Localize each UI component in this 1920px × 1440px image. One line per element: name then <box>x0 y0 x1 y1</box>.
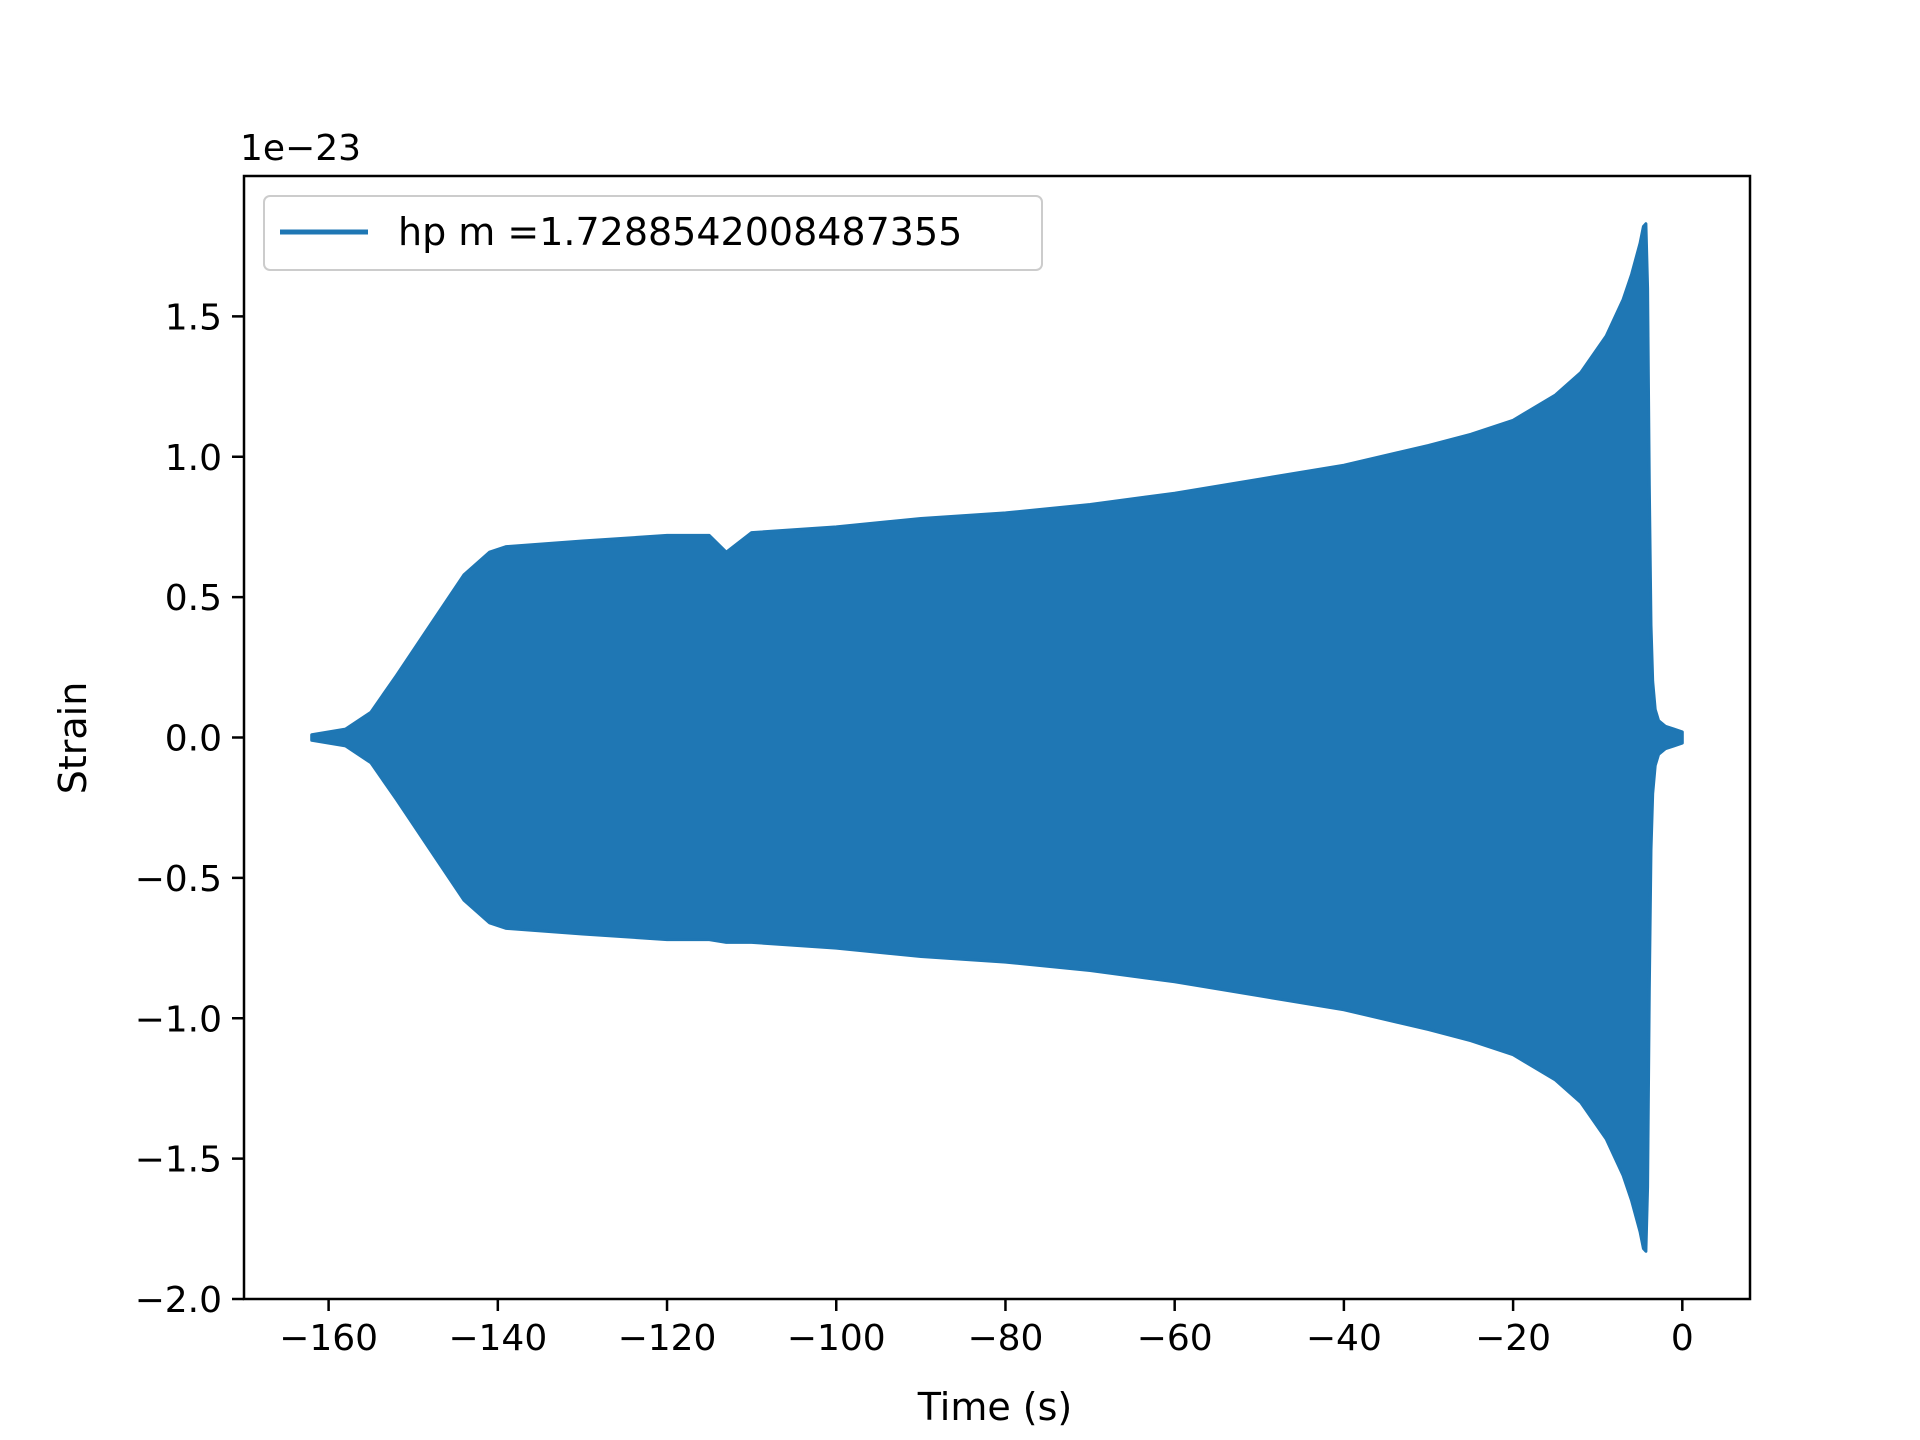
y-tick-label: −0.5 <box>135 859 222 900</box>
x-axis-label: Time (s) <box>917 1385 1073 1429</box>
y-tick-label: 1.0 <box>165 438 222 479</box>
legend: hp m =1.7288542008487355 <box>263 195 1043 271</box>
x-tick-label: −120 <box>618 1318 717 1359</box>
y-tick-label: −2.0 <box>135 1280 222 1321</box>
y-tick-label: −1.0 <box>135 999 222 1040</box>
x-tick-label: −160 <box>279 1318 378 1359</box>
y-tick-label: 0.0 <box>165 719 222 760</box>
plot-layer <box>310 222 1684 1253</box>
x-tick-label: −60 <box>1137 1318 1213 1359</box>
y-axis: −2.0 −1.5 −1.0 −0.5 0.0 0.5 1.0 1.5 <box>135 297 244 1321</box>
y-offset-text: 1e−23 <box>240 128 361 169</box>
x-axis: −160 −140 −120 −100 −80 −60 −40 −20 0 <box>279 1299 1694 1359</box>
y-tick-label: −1.5 <box>135 1140 222 1181</box>
x-tick-label: −40 <box>1306 1318 1382 1359</box>
y-tick-label: 1.5 <box>165 297 222 338</box>
x-tick-label: 0 <box>1671 1318 1694 1359</box>
x-tick-label: −140 <box>448 1318 547 1359</box>
series-waveform-0 <box>310 222 1684 1253</box>
y-tick-label: 0.5 <box>165 578 222 619</box>
y-axis-label: Strain <box>51 682 95 795</box>
x-tick-label: −20 <box>1475 1318 1551 1359</box>
x-tick-label: −80 <box>967 1318 1043 1359</box>
x-tick-label: −100 <box>787 1318 886 1359</box>
legend-box <box>263 195 1043 271</box>
legend-label-hp: hp m =1.7288542008487355 <box>398 210 962 254</box>
